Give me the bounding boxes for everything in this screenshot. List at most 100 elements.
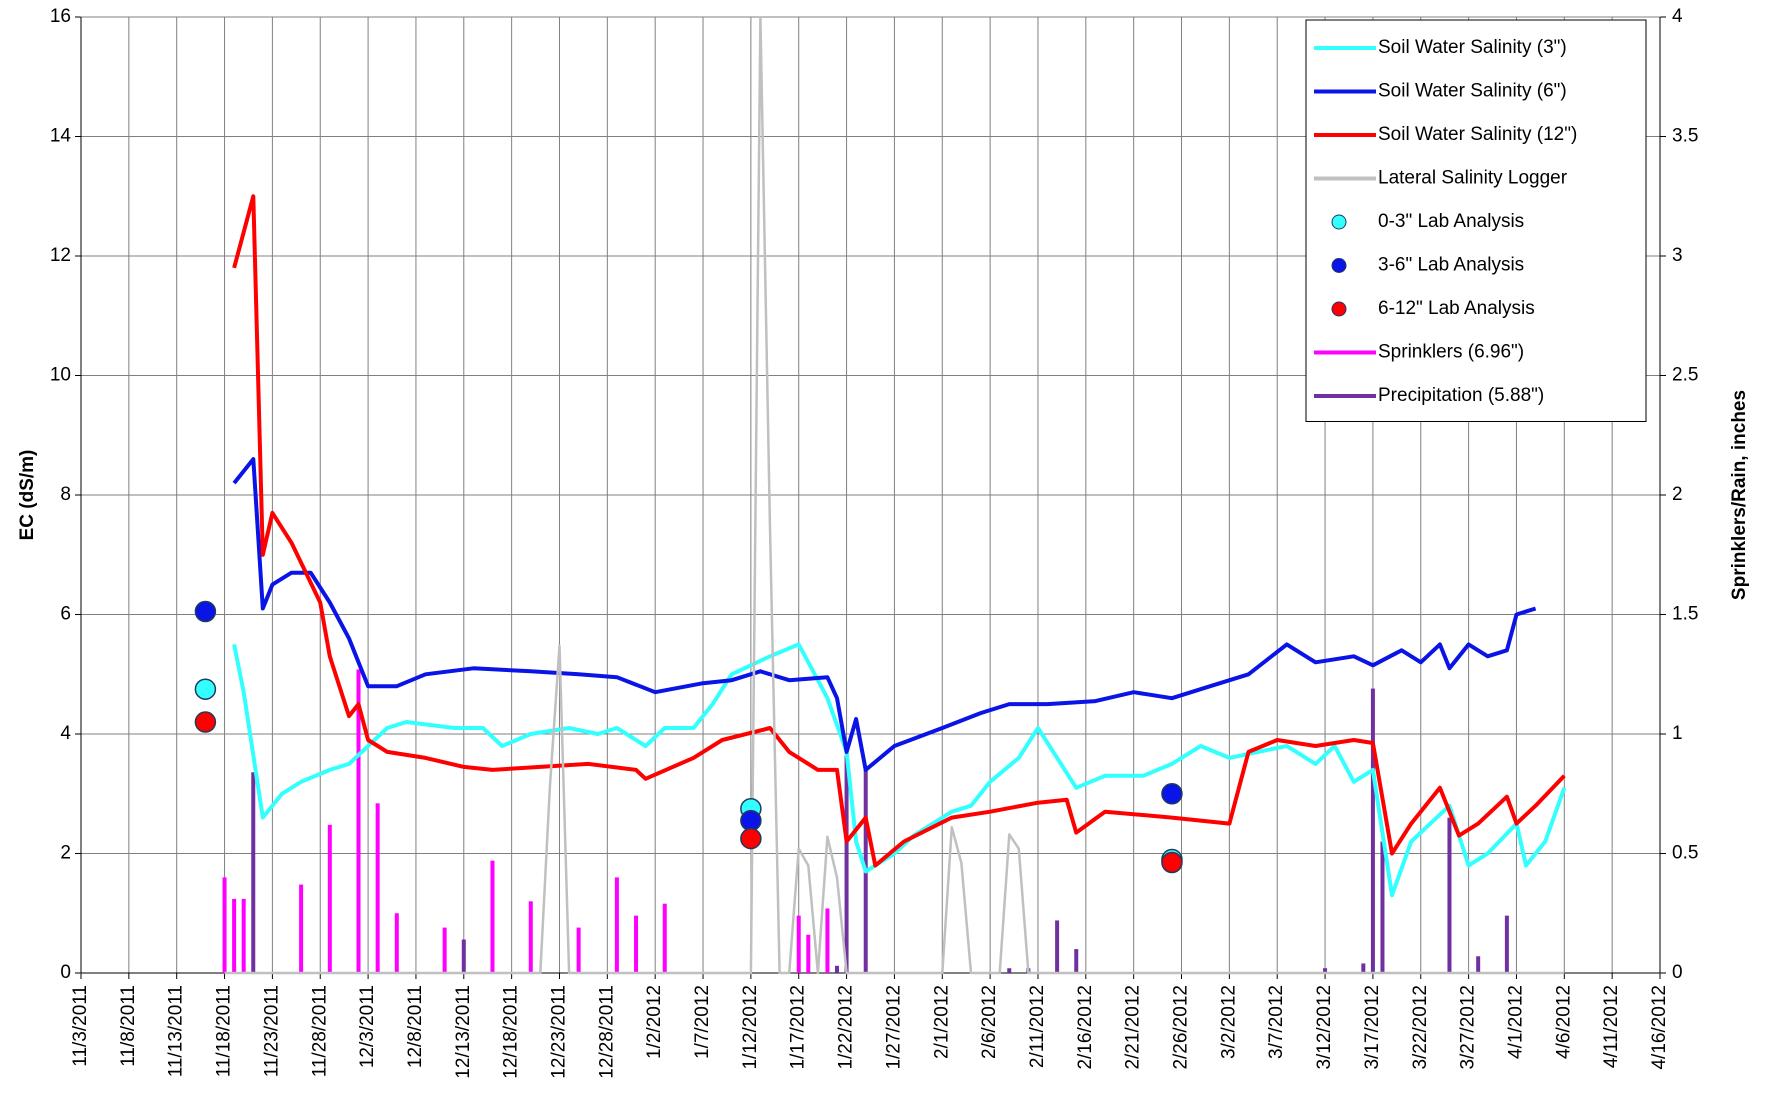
x-tick-label: 11/23/2011: [261, 985, 282, 1077]
legend-label: 0-3" Lab Analysis: [1378, 211, 1524, 232]
y-tick-label: 0: [60, 962, 71, 983]
bar: [461, 939, 466, 973]
x-tick-label: 4/6/2012: [1553, 985, 1574, 1059]
x-tick-label: 2/21/2012: [1123, 985, 1144, 1070]
bar: [394, 913, 399, 973]
y-tick-label: 4: [60, 723, 71, 744]
line: [224, 15, 1565, 975]
x-tick-label: 12/3/2011: [357, 985, 378, 1068]
y2-axis-title: Sprinklers/Rain, inches: [1729, 390, 1750, 600]
x-tick-label: 3/12/2012: [1314, 985, 1335, 1070]
x-tick-label: 2/6/2012: [979, 985, 1000, 1059]
y-tick-label: 14: [50, 126, 72, 147]
bar: [222, 877, 227, 973]
y2-tick-label: 1: [1672, 723, 1683, 744]
bar: [1380, 841, 1385, 973]
bar: [1504, 915, 1509, 973]
scatter-point: [194, 711, 217, 733]
x-tick-label: 12/18/2011: [501, 985, 522, 1079]
y2-tick-label: 2.5: [1672, 365, 1698, 386]
bar: [251, 772, 256, 973]
y-tick-label: 8: [60, 484, 71, 505]
legend-marker: [1331, 258, 1347, 273]
bar: [299, 884, 304, 973]
scatter-point: [1161, 783, 1183, 805]
bar: [825, 908, 830, 973]
bar: [835, 965, 840, 973]
x-tick-label: 3/2/2012: [1218, 985, 1239, 1059]
y2-tick-label: 0: [1672, 962, 1683, 983]
line: [232, 194, 1566, 868]
x-tick-label: 3/22/2012: [1410, 985, 1431, 1070]
x-tick-label: 1/2/2012: [644, 985, 665, 1059]
legend-label: Sprinklers (6.96"): [1378, 342, 1524, 363]
y2-tick-label: 0.5: [1672, 843, 1698, 864]
x-tick-label: 11/28/2011: [309, 985, 330, 1077]
bar: [528, 901, 533, 973]
legend-box: [1305, 19, 1647, 422]
x-tick-label: 12/13/2011: [453, 985, 474, 1079]
x-tick-label: 4/11/2012: [1601, 985, 1622, 1068]
legend-label: Soil Water Salinity (6"): [1378, 81, 1567, 102]
x-tick-label: 12/28/2011: [596, 985, 617, 1079]
legend-label: 3-6" Lab Analysis: [1378, 255, 1524, 276]
y-tick-label: 2: [60, 843, 71, 864]
scatter-point: [194, 678, 217, 700]
y2-tick-label: 2: [1672, 484, 1683, 505]
x-tick-label: 1/17/2012: [788, 985, 809, 1070]
bar: [1361, 963, 1366, 973]
bar: [375, 803, 380, 973]
bar: [1370, 688, 1375, 973]
bar: [1055, 920, 1060, 973]
bar: [1476, 956, 1481, 973]
bar: [806, 934, 811, 973]
bar: [796, 915, 801, 973]
x-tick-label: 4/1/2012: [1505, 985, 1526, 1059]
line: [232, 642, 1567, 898]
x-tick-label: 11/3/2011: [70, 985, 91, 1067]
y-axis-title: EC (dS/m): [17, 450, 38, 541]
bar: [634, 915, 639, 973]
scatter-point: [1161, 851, 1183, 874]
line: [232, 457, 1537, 772]
x-tick-label: 2/16/2012: [1075, 985, 1096, 1070]
bar: [241, 898, 246, 973]
x-tick-label: 2/1/2012: [931, 985, 952, 1059]
bar: [1447, 817, 1452, 973]
x-tick-label: 11/13/2011: [166, 985, 187, 1077]
bar: [490, 860, 495, 973]
x-tick-label: 11/18/2011: [214, 985, 235, 1077]
legend-label: 6-12" Lab Analysis: [1378, 298, 1535, 319]
bar: [844, 755, 849, 973]
y-tick-label: 6: [60, 604, 71, 625]
x-tick-label: 1/7/2012: [692, 985, 713, 1059]
y2-tick-label: 3: [1672, 245, 1683, 266]
legend-marker: [1331, 214, 1347, 230]
x-tick-label: 1/12/2012: [740, 985, 761, 1070]
x-tick-label: 1/22/2012: [836, 985, 857, 1070]
y-tick-label: 16: [50, 6, 71, 27]
y-tick-label: 12: [50, 245, 71, 266]
y-tick-label: 10: [50, 365, 71, 386]
x-tick-label: 11/8/2011: [118, 985, 139, 1067]
x-tick-label: 12/23/2011: [549, 985, 570, 1079]
bar: [356, 669, 361, 973]
legend-label: Soil Water Salinity (12"): [1378, 124, 1577, 145]
legend-label: Precipitation (5.88"): [1378, 385, 1544, 406]
bar: [576, 927, 581, 973]
bar: [232, 898, 237, 973]
bar: [1323, 968, 1328, 973]
legend-marker: [1331, 301, 1347, 317]
x-tick-label: 3/27/2012: [1458, 985, 1479, 1070]
x-tick-label: 2/11/2012: [1027, 985, 1048, 1068]
legend-label: Lateral Salinity Logger: [1378, 168, 1568, 189]
scatter-point: [740, 827, 762, 850]
y2-tick-label: 3.5: [1672, 126, 1698, 147]
x-tick-label: 2/26/2012: [1171, 985, 1192, 1070]
x-tick-label: 3/17/2012: [1362, 985, 1383, 1070]
scatter-point: [740, 809, 762, 832]
bar: [1074, 949, 1079, 973]
x-tick-label: 3/7/2012: [1266, 985, 1287, 1059]
bar: [614, 877, 619, 973]
